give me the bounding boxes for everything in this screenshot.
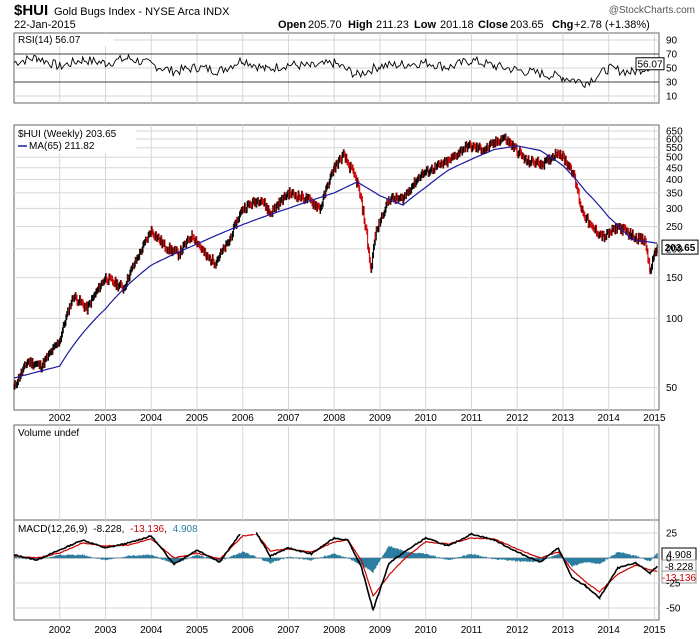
rsi-layer: 56.07	[13, 53, 665, 89]
rsi-y-tick-label: 70	[666, 50, 678, 61]
price-y-tick-label: 200	[666, 244, 683, 255]
high-label: High	[348, 19, 373, 31]
price-series-label: $HUI (Weekly) 203.65	[18, 129, 117, 140]
price-x-tick-label: 2007	[277, 413, 300, 424]
price-x-tick-label: 2012	[506, 413, 529, 424]
macd-value-tag: 4.908	[666, 550, 691, 561]
ma-line	[13, 145, 658, 379]
macd-signal-line	[13, 532, 658, 597]
tick-layer: 2002200220032003200420042005200520062006…	[49, 36, 684, 637]
price-x-tick-label: 2014	[598, 413, 621, 424]
price-y-tick-label: 650	[666, 126, 683, 137]
price-y-tick-label: 450	[666, 163, 683, 174]
high-value: 211.23	[376, 19, 409, 31]
macd-legend: MACD(12,26,9) -8.228, -13.136, 4.908	[16, 522, 256, 535]
macd-value-tag-box	[661, 570, 697, 584]
macd-x-tick-label: 2008	[323, 625, 346, 636]
chg-value: +2.78 (+1.38%)	[574, 19, 650, 31]
price-y-tick-label: 150	[666, 273, 683, 284]
macd-x-tick-label: 2004	[140, 625, 163, 636]
open-label: Open	[278, 19, 306, 31]
macd-x-tick-label: 2015	[643, 625, 666, 636]
macd-x-tick-label: 2010	[415, 625, 438, 636]
price-panel	[13, 124, 660, 411]
price-x-tick-label: 2004	[140, 413, 163, 424]
stockcharts-credit: @StockCharts.com	[609, 5, 695, 16]
macd-x-tick-label: 2005	[186, 625, 209, 636]
macd-x-tick-label: 2002	[49, 625, 72, 636]
macd-value-tag: -8.228	[665, 562, 694, 573]
rsi-last-value-tag-box	[635, 57, 665, 71]
macd-layer: 4.908-8.228-13.136	[13, 528, 697, 612]
macd-y-tick-label: -50	[666, 604, 681, 615]
low-value: 201.18	[440, 19, 474, 31]
rsi-line	[13, 53, 658, 89]
ticker-symbol: $HUI	[14, 2, 48, 19]
macd-signal-label-value: -13.136	[130, 524, 164, 535]
close-value: 203.65	[510, 19, 544, 31]
volume-panel	[13, 424, 660, 521]
ma-series-label: MA(65) 211.82	[29, 141, 95, 152]
macd-line	[13, 528, 658, 612]
macd-x-tick-label: 2011	[461, 625, 483, 636]
rsi-y-tick-label: 30	[666, 78, 678, 89]
price-last-value-tag-box	[661, 239, 699, 255]
price-x-tick-label: 2010	[415, 413, 438, 424]
chart-date: 22-Jan-2015	[14, 19, 76, 31]
rsi-legend: RSI(14) 56.07	[16, 34, 114, 46]
price-y-tick-label: 300	[666, 204, 683, 215]
low-label: Low	[414, 19, 436, 31]
rsi-y-tick-label: 50	[666, 64, 678, 75]
macd-value-tag: -13.136	[662, 573, 696, 584]
price-x-tick-label: 2003	[94, 413, 117, 424]
macd-x-tick-label: 2009	[369, 625, 392, 636]
macd-x-tick-label: 2006	[232, 625, 255, 636]
price-x-tick-label: 2009	[369, 413, 392, 424]
price-y-tick-label: 500	[666, 153, 683, 164]
macd-label: MACD(12,26,9) -8.228, -13.136, 4.908	[18, 524, 198, 535]
macd-y-tick-label: 0	[666, 554, 672, 565]
macd-x-tick-label: 2012	[506, 625, 529, 636]
macd-label-prefix: MACD(12,26,9)	[18, 524, 87, 535]
volume-label: Volume undef	[18, 428, 79, 439]
price-y-tick-label: 250	[666, 222, 683, 233]
price-x-tick-label: 2011	[461, 413, 483, 424]
price-legend: $HUI (Weekly) 203.65 MA(65) 211.82	[16, 127, 136, 153]
price-x-tick-label: 2015	[643, 413, 666, 424]
price-y-tick-label: 100	[666, 314, 683, 325]
macd-y-tick-label: -25	[666, 579, 681, 590]
price-x-tick-label: 2006	[232, 413, 255, 424]
macd-y-tick-label: 25	[666, 529, 678, 540]
price-y-tick-label: 350	[666, 188, 683, 199]
price-x-tick-label: 2005	[186, 413, 209, 424]
macd-x-tick-label: 2014	[598, 625, 621, 636]
rsi-last-value-tag: 56.07	[637, 59, 662, 70]
macd-x-tick-label: 2007	[277, 625, 300, 636]
macd-label-value: -8.228	[93, 524, 122, 535]
price-y-tick-label: 600	[666, 134, 683, 145]
index-name: Gold Bugs Index - NYSE Arca INDX	[54, 6, 230, 18]
close-label: Close	[478, 19, 508, 31]
open-value: 205.70	[308, 19, 342, 31]
rsi-label: RSI(14) 56.07	[18, 35, 81, 46]
macd-x-tick-label: 2003	[94, 625, 117, 636]
chg-label: Chg	[552, 19, 573, 31]
price-y-tick-label: 400	[666, 175, 683, 186]
price-y-tick-label: 550	[666, 143, 683, 154]
rsi-y-tick-label: 90	[666, 36, 678, 47]
price-layer: 203.65	[13, 133, 699, 390]
macd-panel	[13, 519, 660, 621]
price-x-tick-label: 2002	[49, 413, 72, 424]
price-x-tick-label: 2013	[552, 413, 575, 424]
rsi-y-tick-label: 10	[666, 92, 678, 103]
price-last-value-tag: 203.65	[665, 243, 696, 254]
price-x-tick-label: 2008	[323, 413, 346, 424]
price-y-tick-label: 50	[666, 383, 678, 394]
macd-hist-label-value: 4.908	[173, 524, 198, 535]
macd-x-tick-label: 2013	[552, 625, 575, 636]
